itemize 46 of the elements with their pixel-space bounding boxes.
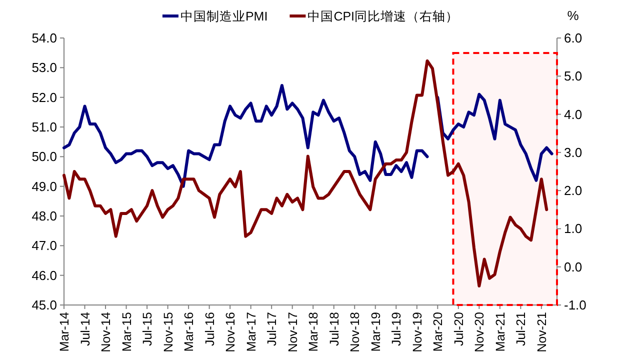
x-tick-label: Nov-20 xyxy=(472,312,487,352)
y2-tick-label: -1.0 xyxy=(564,298,586,312)
x-tick-label: Nov-21 xyxy=(534,312,549,352)
y-tick-label: 45.0 xyxy=(32,298,57,312)
y-tick-label: 48.0 xyxy=(32,208,57,224)
y-tick-label: 49.0 xyxy=(32,178,57,194)
line-series xyxy=(62,59,548,288)
y-tick-label: 51.0 xyxy=(32,120,57,134)
y2-tick-label: 4.0 xyxy=(564,106,582,122)
y-tick-label: 50.0 xyxy=(32,149,57,164)
x-tick-label: Mar-19 xyxy=(368,312,383,352)
y-tick-label: 53.0 xyxy=(32,60,57,76)
y2-tick-label: 3.0 xyxy=(564,144,582,160)
x-tick-label: Jul-16 xyxy=(202,312,217,346)
y2-tick-label: 5.0 xyxy=(564,68,582,84)
y-tick-label: 46.0 xyxy=(32,268,57,283)
x-tick-label: Jul-21 xyxy=(514,312,528,346)
x-tick-label: Nov-15 xyxy=(161,312,176,352)
x-tick-label: Nov-19 xyxy=(410,312,424,352)
x-tick-label: Jul-15 xyxy=(140,312,155,346)
x-tick-label: Mar-17 xyxy=(244,312,258,352)
x-tick-label: Mar-16 xyxy=(182,312,196,352)
y-tick-label: 52.0 xyxy=(32,90,57,105)
x-tick-label: Jul-14 xyxy=(78,312,92,346)
x-tick-label: Nov-18 xyxy=(348,312,362,352)
x-tick-label: Mar-15 xyxy=(120,312,134,352)
x-tick-label: Jul-18 xyxy=(327,312,342,346)
y2-tick-label: 6.0 xyxy=(564,30,582,46)
y2-tick-label: 2.0 xyxy=(564,183,582,198)
x-tick-label: Nov-14 xyxy=(99,312,114,352)
legend-label: 中国CPI同比增速（右轴） xyxy=(308,10,459,24)
x-tick-label: Mar-18 xyxy=(306,312,321,352)
y2-tick-label: 0.0 xyxy=(564,259,582,274)
y-tick-label: 54.0 xyxy=(32,30,57,46)
x-tick-label: Mar-21 xyxy=(493,312,508,352)
legend-label: 中国制造业PMI xyxy=(180,10,268,24)
x-tick-label: Mar-14 xyxy=(58,312,72,352)
y-tick-label: 47.0 xyxy=(32,238,57,254)
x-tick-label: Jul-19 xyxy=(390,312,404,346)
y2-axis-title: % xyxy=(567,8,580,23)
x-tick-label: Jul-20 xyxy=(452,312,466,346)
y2-tick-label: 1.0 xyxy=(564,221,582,236)
x-tick-label: Nov-16 xyxy=(224,312,238,352)
x-tick-label: Mar-20 xyxy=(431,312,446,352)
x-tick-label: Jul-17 xyxy=(265,312,280,346)
x-tick-label: Nov-17 xyxy=(286,312,300,352)
